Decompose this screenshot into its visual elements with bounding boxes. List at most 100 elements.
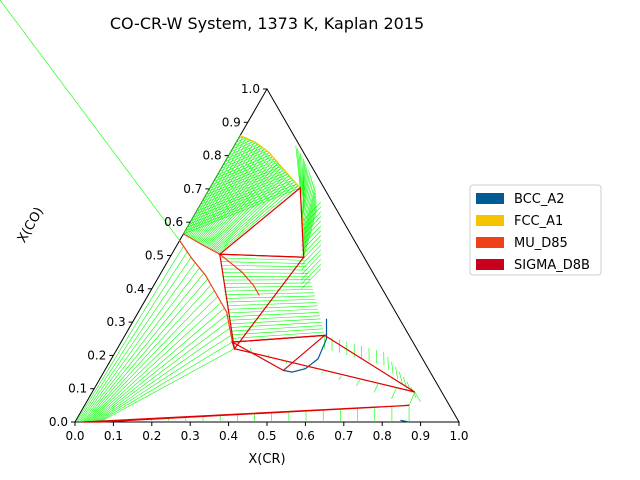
tieline-sigma-mu [227,305,318,310]
tieline-fcc-mu [215,181,295,253]
tieline-mu-bcc [85,284,212,423]
tieline-fcc-bcc-top [303,192,316,242]
tieline-sigma-lower [391,387,397,400]
tieline-fcc-mu [183,135,241,235]
tieline-fcc-mu [212,177,291,252]
tieline-mu-bcc [95,328,230,423]
tieline-fcc-co [213,156,273,182]
legend-swatch [476,259,504,270]
tieline-sigma-lower [408,391,416,406]
y-tick-label: 1.0 [241,82,260,96]
tieline-fcc-co [200,170,285,205]
tieline-sigma-lower [356,380,360,387]
tieline-fcc-co [226,144,259,159]
tieline-fcc-mu [218,185,299,254]
tieline-fcc-mu [185,137,247,236]
legend-box [469,184,602,276]
tieline-upper-right [301,240,321,261]
tieline-mu-bcc [87,290,215,423]
tieline-fcc-mu [189,141,255,238]
y-tick-label: 0.4 [126,282,145,296]
tieline-fcc-bcc-top [303,186,316,235]
tieline-fcc-co [223,147,263,166]
tieline-fcc-bcc-top [303,208,318,258]
tieline-sigma-mu [222,272,309,274]
y-axis-label: X(CO) [15,205,47,246]
tieline-fcc-bcc-top [302,180,314,229]
tieline-mu-bcc [91,308,225,423]
tieline-upper-right [301,254,321,275]
y-tick-label: 0.6 [164,215,183,229]
tieline-sigma-mu [229,318,321,325]
y-tick-label: 0.8 [203,149,222,163]
legend-entry: SIGMA_D8B [514,258,590,273]
tieline-fcc-co [192,177,292,218]
tieline-fcc-mu [210,173,288,250]
tieline-sigma-mu [221,264,307,268]
tieline-fcc-mu [190,143,258,239]
tieline-fcc-co [238,136,243,140]
tieline-upper-right [301,202,321,223]
three-phase-region-3 [231,334,416,393]
tieline-fcc-mu [205,164,281,247]
y-tick-label: 0.5 [145,249,164,263]
tieline-fcc-bcc-top [300,153,304,197]
three-phase-region-5 [82,404,410,423]
tieline-mu-bcc [99,348,235,423]
tieline-sigma-bcc-right [387,356,389,370]
tieline-fcc-mu [198,154,271,243]
tieline-fcc-co [185,185,299,231]
legend-swatch [476,215,504,226]
tieline-fcc-bcc-top [302,166,308,213]
tieline-sigma-mu [221,268,308,271]
tieline-fcc-mu [203,162,279,246]
y-tick-label: 0.9 [222,115,241,129]
tieline-mu-bcc [92,314,228,423]
tieline-fcc-mu [197,152,270,243]
tieline-sigma-mu [220,257,305,261]
tieline-sigma-mu [230,321,322,328]
tieline-sigma-mu [230,325,323,332]
tieline-fcc-mu [199,156,273,244]
tieline-fcc-mu [207,168,284,249]
tieline-fcc-mu [208,170,286,249]
tieline-sigma-mu [224,289,314,292]
three-phase-region-4 [230,334,327,372]
x-tick-label: 0.4 [219,429,238,443]
tieline-mu-bcc [83,273,205,423]
x-tick-label: 1.0 [449,429,468,443]
tieline-fcc-bcc-top [303,202,317,251]
tieline-fcc-bcc-top [297,148,302,191]
legend: BCC_A2 FCC_A1 MU_D85 SIGMA_D8B [469,184,602,276]
y-tick-label: 0.7 [183,182,202,196]
tieline-fcc-co [183,187,301,235]
x-tick-label: 0.9 [411,429,430,443]
tieline-fcc-co [204,166,282,199]
three-phase-region-2 [219,253,305,351]
tieline-fcc-bcc-top [303,196,317,245]
tieline-sigma-bcc-right [399,371,403,384]
x-tick-label: 0.3 [181,429,200,443]
y-tick-label: 0.3 [107,315,126,329]
tieline-mu-bcc [77,251,188,423]
tieline-upper-right [301,206,321,228]
tieline-fcc-bcc-top [295,145,301,188]
tieline-sigma-lower [373,384,379,393]
legend-entry: BCC_A2 [514,192,565,207]
tieline-fcc-mu [213,179,293,252]
tieline-fcc-bcc-top [302,164,307,210]
tieline-upper-right [301,235,321,256]
tieline-upper-right [301,263,321,285]
y-tick-label: 0.0 [49,415,68,429]
x-tick-label: 0.0 [65,429,84,443]
tieline-mu-bcc [97,334,232,423]
tieline-fcc-mu [184,136,244,235]
legend-entry: MU_D85 [514,236,568,251]
tieline-upper-right [301,216,321,237]
tieline-sigma-lower [338,376,342,380]
tieline-sigma-bcc-right [391,361,394,375]
legend-entry: FCC_A1 [514,214,563,229]
bcc-boundary [283,318,328,373]
x-tick-label: 0.7 [334,429,353,443]
